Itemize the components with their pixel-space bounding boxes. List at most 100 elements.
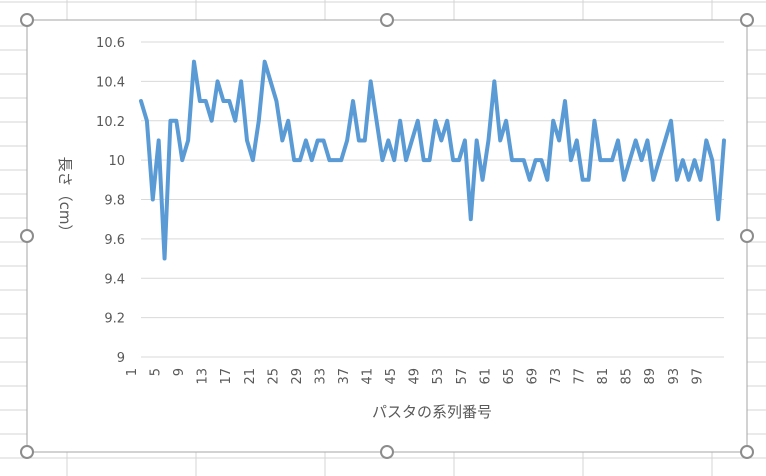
x-tick-label: 17	[219, 368, 234, 385]
data-point	[592, 119, 596, 123]
y-tick-label: 10.2	[96, 115, 125, 130]
data-point	[486, 138, 490, 142]
data-point	[610, 158, 614, 162]
data-point	[669, 119, 673, 123]
resize-handle[interactable]	[20, 13, 34, 27]
data-point	[581, 178, 585, 182]
data-point	[345, 138, 349, 142]
data-point	[510, 158, 514, 162]
data-point	[204, 99, 208, 103]
resize-handle[interactable]	[380, 445, 394, 459]
data-point	[139, 99, 143, 103]
data-point	[528, 178, 532, 182]
resize-handle[interactable]	[20, 445, 34, 459]
data-point	[634, 138, 638, 142]
x-tick-label: 73	[549, 368, 564, 385]
data-point	[269, 79, 273, 83]
data-point	[251, 158, 255, 162]
data-point	[675, 178, 679, 182]
x-tick-label: 1	[125, 368, 140, 376]
data-point	[616, 138, 620, 142]
data-point	[710, 158, 714, 162]
x-tick-label: 53	[431, 368, 446, 385]
data-point	[357, 138, 361, 142]
data-point	[233, 119, 237, 123]
y-tick-label: 9.4	[104, 272, 125, 287]
data-point	[422, 158, 426, 162]
data-point	[698, 178, 702, 182]
data-point	[151, 198, 155, 202]
data-point	[398, 119, 402, 123]
x-tick-label: 37	[337, 368, 352, 385]
data-point	[551, 119, 555, 123]
data-point	[186, 138, 190, 142]
data-point	[575, 138, 579, 142]
x-tick-label: 77	[573, 368, 588, 385]
data-point	[363, 138, 367, 142]
data-point	[628, 158, 632, 162]
data-point	[404, 158, 408, 162]
data-point	[386, 138, 390, 142]
data-point	[598, 158, 602, 162]
data-point	[681, 158, 685, 162]
x-tick-label: 45	[384, 368, 399, 385]
resize-handle[interactable]	[380, 13, 394, 27]
x-tick-label: 49	[408, 368, 423, 385]
y-axis-tick-labels: 10.6 10.4 10.2 10 9.8 9.6 9.4 9.2 9	[96, 36, 125, 366]
series-line[interactable]	[139, 59, 726, 261]
data-point	[492, 79, 496, 83]
data-point	[469, 217, 473, 221]
data-point	[369, 79, 373, 83]
data-point	[239, 79, 243, 83]
y-tick-label: 9	[117, 351, 125, 366]
data-point	[428, 158, 432, 162]
data-point	[557, 138, 561, 142]
data-point	[451, 158, 455, 162]
data-point	[380, 158, 384, 162]
x-tick-label: 85	[620, 368, 635, 385]
data-point	[604, 158, 608, 162]
data-point	[687, 178, 691, 182]
chart-area-border[interactable]	[26, 19, 748, 453]
data-point	[545, 178, 549, 182]
data-point	[263, 60, 267, 64]
data-point	[563, 99, 567, 103]
x-tick-label: 69	[525, 368, 540, 385]
data-point	[198, 99, 202, 103]
data-point	[481, 178, 485, 182]
resize-handle[interactable]	[740, 13, 754, 27]
y-tick-label: 9.2	[104, 312, 125, 327]
y-tick-label: 10.6	[96, 36, 125, 51]
data-point	[587, 178, 591, 182]
data-point	[174, 119, 178, 123]
data-point	[168, 119, 172, 123]
data-point	[475, 138, 479, 142]
data-point	[216, 79, 220, 83]
x-tick-label: 33	[313, 368, 328, 385]
data-point	[410, 138, 414, 142]
resize-handle[interactable]	[20, 229, 34, 243]
data-point	[693, 158, 697, 162]
resize-handle[interactable]	[740, 445, 754, 459]
x-axis-title: パスタの系列番号	[372, 403, 492, 421]
data-point	[651, 178, 655, 182]
data-point	[286, 119, 290, 123]
data-point	[316, 138, 320, 142]
selection-handles[interactable]	[20, 13, 754, 459]
data-point	[504, 119, 508, 123]
resize-handle[interactable]	[740, 229, 754, 243]
data-point	[192, 60, 196, 64]
data-point	[622, 178, 626, 182]
x-tick-label: 25	[266, 368, 281, 385]
data-point	[180, 158, 184, 162]
data-point	[257, 119, 261, 123]
x-tick-label: 57	[455, 368, 470, 385]
data-point	[310, 158, 314, 162]
data-point	[227, 99, 231, 103]
y-axis-title: 長さ（cm）	[56, 157, 74, 240]
data-point	[445, 119, 449, 123]
x-tick-label: 21	[243, 368, 258, 385]
data-point	[210, 119, 214, 123]
data-point	[663, 138, 667, 142]
